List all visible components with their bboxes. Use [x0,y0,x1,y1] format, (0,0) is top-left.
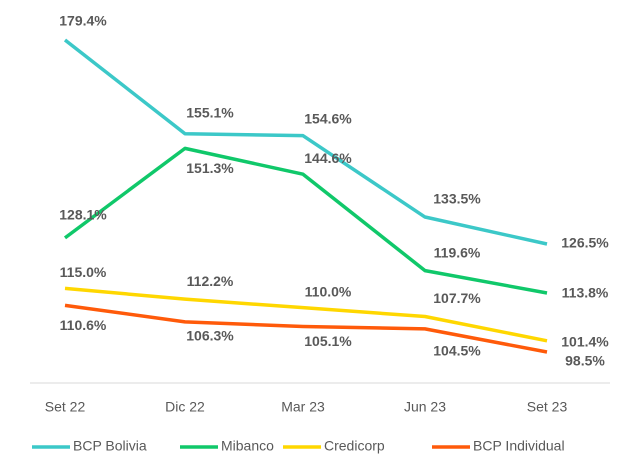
line-series [64,303,548,354]
data-label: 155.1% [186,104,234,120]
line-series [63,146,548,295]
data-label: 104.5% [433,343,481,359]
data-label: 115.0% [60,264,107,280]
data-label: 154.6% [304,110,352,126]
data-label: 101.4% [561,334,609,350]
line-series [63,38,548,246]
legend-label: Credicorp [324,438,385,454]
data-label: 113.8% [562,285,609,301]
data-label: 110.6% [60,317,107,333]
data-label: 110.0% [305,283,352,299]
legend-label: Mibanco [221,438,274,454]
x-tick-label: Dic 22 [165,399,205,415]
x-tick-label: Jun 23 [404,399,446,415]
data-label: 107.7% [433,290,481,306]
data-label: 133.5% [433,191,481,207]
data-label: 119.6% [434,244,481,260]
line-series [64,286,548,343]
legend-label: BCP Individual [473,438,565,454]
data-label: 151.3% [186,160,234,176]
data-label: 128.1% [59,207,107,223]
data-label: 98.5% [565,353,605,369]
x-tick-label: Set 23 [527,399,568,415]
data-label: 106.3% [186,328,234,344]
x-tick-label: Set 22 [45,399,86,415]
data-label: 105.1% [304,333,352,349]
data-label: 179.4% [59,13,107,29]
data-label: 112.2% [187,273,234,289]
data-label: 126.5% [561,235,609,251]
legend-label: BCP Bolivia [73,438,147,454]
data-label: 144.6% [304,150,352,166]
x-tick-label: Mar 23 [281,399,325,415]
